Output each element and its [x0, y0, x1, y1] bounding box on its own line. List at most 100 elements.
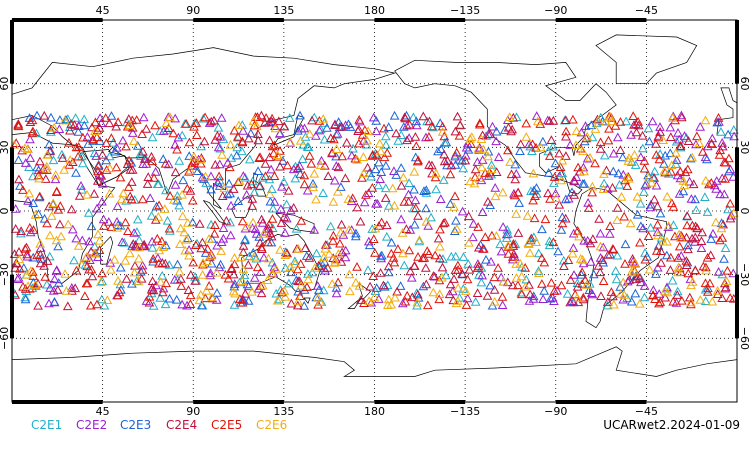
observation-marker — [398, 248, 408, 258]
observation-marker — [506, 169, 517, 179]
observation-marker — [83, 207, 94, 217]
observation-marker — [538, 294, 548, 303]
observation-marker — [712, 117, 723, 127]
observation-marker — [533, 266, 544, 275]
observation-marker — [395, 281, 406, 290]
observation-marker — [42, 256, 53, 265]
observation-marker — [656, 257, 666, 267]
observation-marker — [470, 164, 481, 174]
observation-marker — [463, 259, 474, 268]
observation-marker — [97, 196, 107, 206]
observation-marker — [233, 177, 244, 186]
observation-marker — [426, 121, 437, 131]
observation-marker — [200, 248, 211, 257]
observation-marker — [268, 148, 279, 158]
observation-marker — [721, 276, 732, 286]
observation-marker — [557, 218, 568, 228]
observation-marker — [491, 136, 501, 146]
observation-marker — [682, 220, 692, 230]
observation-marker — [609, 299, 619, 309]
observation-marker — [300, 243, 311, 252]
observation-marker — [345, 286, 355, 296]
observation-marker — [526, 233, 537, 243]
left-tick-label: 30 — [0, 140, 11, 154]
observation-marker — [473, 144, 484, 153]
observation-marker — [112, 201, 123, 210]
legend-item-c2e6: C2E6 — [256, 418, 288, 432]
observation-marker — [161, 118, 172, 127]
observation-marker — [118, 188, 129, 198]
observation-marker — [232, 142, 243, 152]
observation-marker — [474, 173, 485, 182]
observation-marker — [554, 199, 565, 209]
observation-marker — [285, 137, 296, 147]
observation-marker — [691, 205, 702, 214]
observation-marker — [322, 263, 333, 272]
observation-marker — [720, 157, 731, 167]
observation-marker — [437, 262, 448, 272]
observation-marker — [620, 239, 631, 249]
observation-marker — [121, 274, 132, 283]
observation-marker — [421, 216, 432, 226]
observation-marker — [73, 151, 83, 161]
observation-marker — [323, 171, 334, 180]
observation-marker — [250, 224, 261, 233]
observation-marker — [97, 178, 108, 188]
observation-marker — [306, 158, 317, 168]
observation-marker — [396, 214, 407, 224]
observation-marker — [700, 296, 711, 305]
observation-marker — [157, 270, 168, 280]
observation-marker — [191, 118, 202, 127]
observation-marker — [207, 292, 217, 302]
observation-marker — [187, 217, 198, 227]
observation-marker — [96, 170, 107, 180]
observation-marker — [599, 169, 609, 178]
observation-marker — [344, 269, 355, 279]
observation-marker — [320, 240, 331, 249]
observation-marker — [57, 149, 67, 159]
observation-marker — [568, 228, 579, 238]
observation-marker — [249, 251, 259, 261]
observation-marker — [307, 115, 317, 125]
observation-marker — [30, 209, 41, 219]
observation-marker — [676, 295, 687, 305]
observation-marker — [123, 182, 134, 191]
observation-marker — [424, 131, 434, 141]
observation-marker — [719, 278, 730, 288]
observation-marker — [318, 285, 329, 295]
observation-marker — [202, 243, 213, 253]
observation-marker — [666, 166, 676, 176]
observation-marker — [234, 176, 245, 185]
legend: C2E1 C2E2 C2E3 C2E4 C2E5 C2E6 UCARwet2.2… — [0, 415, 750, 435]
observation-marker — [652, 262, 663, 272]
observation-marker — [336, 182, 346, 191]
observation-marker — [614, 179, 625, 189]
observation-marker — [67, 285, 77, 295]
observation-marker — [117, 237, 128, 246]
observation-marker — [574, 231, 584, 241]
observation-marker — [12, 274, 23, 283]
observation-marker — [472, 288, 483, 297]
observation-marker — [20, 143, 30, 152]
observation-marker — [528, 293, 539, 303]
observation-marker — [125, 120, 135, 129]
observation-marker — [71, 233, 82, 243]
observation-marker — [652, 227, 663, 237]
observation-marker — [245, 128, 256, 138]
observation-marker — [514, 198, 525, 207]
observation-marker — [475, 119, 485, 129]
observation-marker — [654, 298, 664, 308]
observation-marker — [271, 264, 282, 274]
observation-marker — [666, 160, 677, 170]
observation-marker — [108, 137, 119, 147]
observation-marker — [676, 110, 687, 120]
observation-marker — [655, 122, 665, 131]
observation-marker — [715, 235, 725, 245]
observation-marker — [229, 125, 240, 135]
observation-marker — [411, 141, 422, 150]
observation-marker — [525, 289, 535, 299]
observation-marker — [542, 115, 553, 125]
observation-marker — [201, 285, 212, 295]
observation-marker — [20, 243, 31, 253]
observation-marker — [114, 287, 125, 297]
